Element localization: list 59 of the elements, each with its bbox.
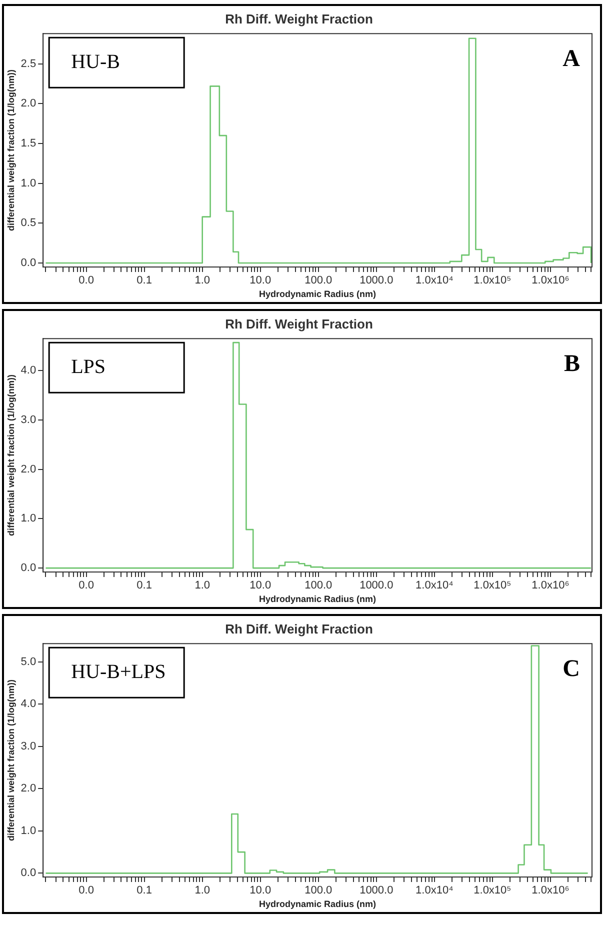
x-tick-label: 100.0 [304,884,332,897]
x-tick-label: 100.0 [304,274,332,287]
x-tick-label: 10.0 [250,884,272,897]
y-tick-label: 2.5 [20,58,36,70]
annotation: HU-B+LPS [71,660,166,683]
x-tick-label: 10.0 [250,580,272,592]
x-tick-label: 1.0 [194,274,210,287]
x-tick-label: 1.0x10⁶ [532,580,570,592]
x-axis-title: Hydrodynamic Radius (nm) [259,594,376,604]
y-axis-title: differential weight fraction (1/log(nm)) [6,374,16,536]
x-tick-label: 1.0x10⁵ [474,274,512,287]
x-tick-label: 1.0x10⁶ [532,274,570,287]
chart-title: Rh Diff. Weight Fraction [225,621,373,636]
annotation: B [564,350,580,377]
y-tick-label: 1.0 [20,512,36,525]
y-axis-title: differential weight fraction (1/log(nm)) [6,680,16,842]
annotation: LPS [71,356,106,378]
y-tick-label: 2.0 [20,98,36,110]
chart-title: Rh Diff. Weight Fraction [225,316,373,332]
x-axis-title: Hydrodynamic Radius (nm) [259,899,376,910]
annotation: C [562,656,580,682]
y-tick-label: 3.0 [20,740,36,752]
x-tick-label: 1000.0 [360,580,394,592]
x-tick-label: 0.1 [136,884,152,897]
x-tick-label: 0.0 [78,580,94,592]
x-tick-label: 0.0 [78,884,94,897]
x-tick-label: 1000.0 [360,884,394,897]
y-tick-label: 3.0 [20,414,36,426]
x-tick-label: 0.1 [136,580,152,592]
x-tick-label: 0.0 [78,274,94,287]
x-tick-label: 100.0 [304,580,332,592]
x-tick-label: 1.0x10⁶ [532,884,570,897]
x-tick-label: 1.0 [194,580,210,592]
y-axis-title: differential weight fraction (1/log(nm)) [6,70,16,232]
x-tick-label: 0.1 [136,274,152,287]
y-tick-label: 0.5 [20,217,36,230]
annotation: A [562,46,581,72]
y-tick-label: 0.0 [20,867,36,880]
x-tick-label: 1.0 [194,884,210,897]
x-tick-label: 1.0x10⁵ [474,884,512,897]
y-tick-label: 1.0 [20,177,36,190]
y-tick-label: 2.0 [20,463,36,476]
y-tick-label: 0.0 [20,562,36,574]
x-tick-label: 1.0x10⁵ [474,580,512,592]
chart-title: Rh Diff. Weight Fraction [225,11,373,26]
x-tick-label: 1.0x10⁴ [416,580,454,592]
annotation: HU-B [71,50,120,73]
x-axis-title: Hydrodynamic Radius (nm) [259,289,376,300]
x-tick-label: 1.0x10⁴ [416,884,454,897]
x-tick-label: 1000.0 [360,274,394,287]
y-tick-label: 0.0 [20,257,36,270]
y-tick-label: 1.0 [20,824,36,837]
x-tick-label: 1.0x10⁴ [416,274,454,287]
y-tick-label: 5.0 [20,656,36,668]
y-tick-label: 4.0 [20,698,36,710]
x-tick-label: 10.0 [250,274,272,287]
y-tick-label: 2.0 [20,782,36,795]
y-tick-label: 4.0 [20,364,36,377]
y-tick-label: 1.5 [20,138,36,150]
